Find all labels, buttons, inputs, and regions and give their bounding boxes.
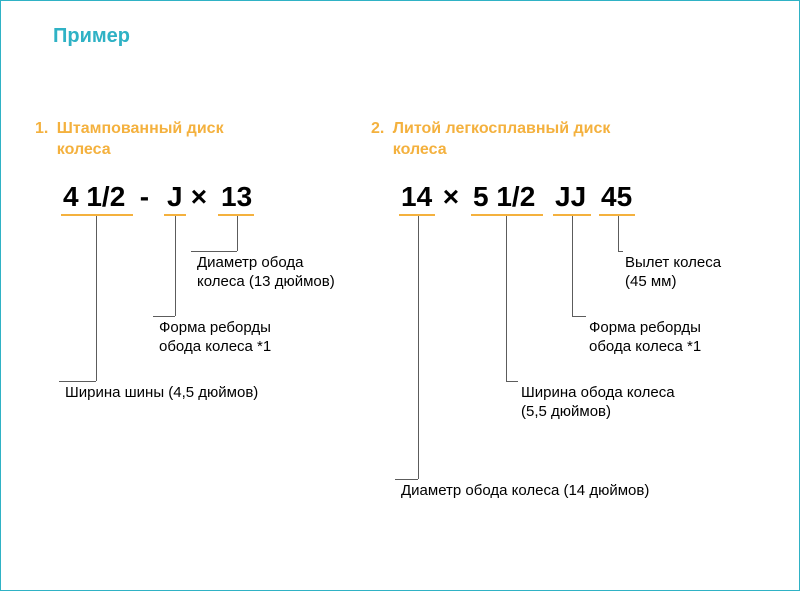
section-2-heading: 2. Литой легкосплавный диск колеса: [371, 119, 610, 161]
section-2-connector-vertical: [572, 216, 573, 316]
section-1-line2: колеса: [57, 140, 224, 161]
section-1-code-piece: J: [167, 181, 183, 213]
section-2-connector-vertical: [506, 216, 507, 381]
section-1-connector-horizontal: [191, 251, 237, 252]
section-2-underline: [399, 214, 435, 216]
section-2-code-piece: [589, 181, 597, 213]
section-1-line1: Штампованный диск: [57, 120, 224, 137]
section-2-code-piece: 45: [601, 181, 632, 213]
section-1-heading: 1. Штампованный диск колеса: [35, 119, 224, 161]
section-2-annotation-label: Вылет колеса (45 мм): [625, 254, 721, 292]
section-2-code-piece: JJ: [555, 181, 586, 213]
section-2-annotation-label: Форма реборды обода колеса *1: [589, 319, 701, 357]
page-title: Пример: [53, 25, 130, 48]
section-1-code-piece: 13: [221, 181, 252, 213]
diagram-page: Пример 1. Штампованный диск колеса 2. Ли…: [0, 0, 800, 591]
section-2-connector-horizontal: [572, 316, 586, 317]
section-2-annotation-label: Диаметр обода колеса (14 дюймов): [401, 482, 649, 501]
section-2-underline: [599, 214, 635, 216]
section-1-connector-horizontal: [153, 316, 175, 317]
section-1-annotation-label: Форма реборды обода колеса *1: [159, 319, 271, 357]
section-1-connector-horizontal: [59, 381, 96, 382]
section-1-connector-vertical: [175, 216, 176, 316]
section-2-code-piece: 5 1/2: [473, 181, 535, 213]
section-1-underline: [61, 214, 133, 216]
section-2-connector-horizontal: [618, 251, 623, 252]
section-2-code-piece: [543, 181, 551, 213]
section-1-underline: [218, 214, 254, 216]
section-1-code-piece: -: [132, 181, 157, 213]
section-2-line2: колеса: [393, 140, 611, 161]
section-2-code-piece: ×: [435, 181, 467, 213]
section-2-connector-horizontal: [395, 479, 418, 480]
section-2-connector-vertical: [418, 216, 419, 479]
section-1-connector-vertical: [237, 216, 238, 251]
section-2-connector-horizontal: [506, 381, 518, 382]
section-2-annotation-label: Ширина обода колеса (5,5 дюймов): [521, 384, 675, 422]
section-1-annotation-label: Диаметр обода колеса (13 дюймов): [197, 254, 335, 292]
section-2-connector-vertical: [618, 216, 619, 251]
section-2-code-piece: 14: [401, 181, 432, 213]
section-1-code-piece: ×: [183, 181, 215, 213]
section-1-annotation-label: Ширина шины (4,5 дюймов): [65, 384, 258, 403]
section-1-connector-vertical: [96, 216, 97, 381]
section-2-line1: Литой легкосплавный диск: [393, 120, 611, 137]
section-2-underline: [471, 214, 543, 216]
section-1-code-piece: 4 1/2: [63, 181, 125, 213]
section-2-number: 2.: [371, 119, 384, 140]
section-1-number: 1.: [35, 119, 48, 140]
